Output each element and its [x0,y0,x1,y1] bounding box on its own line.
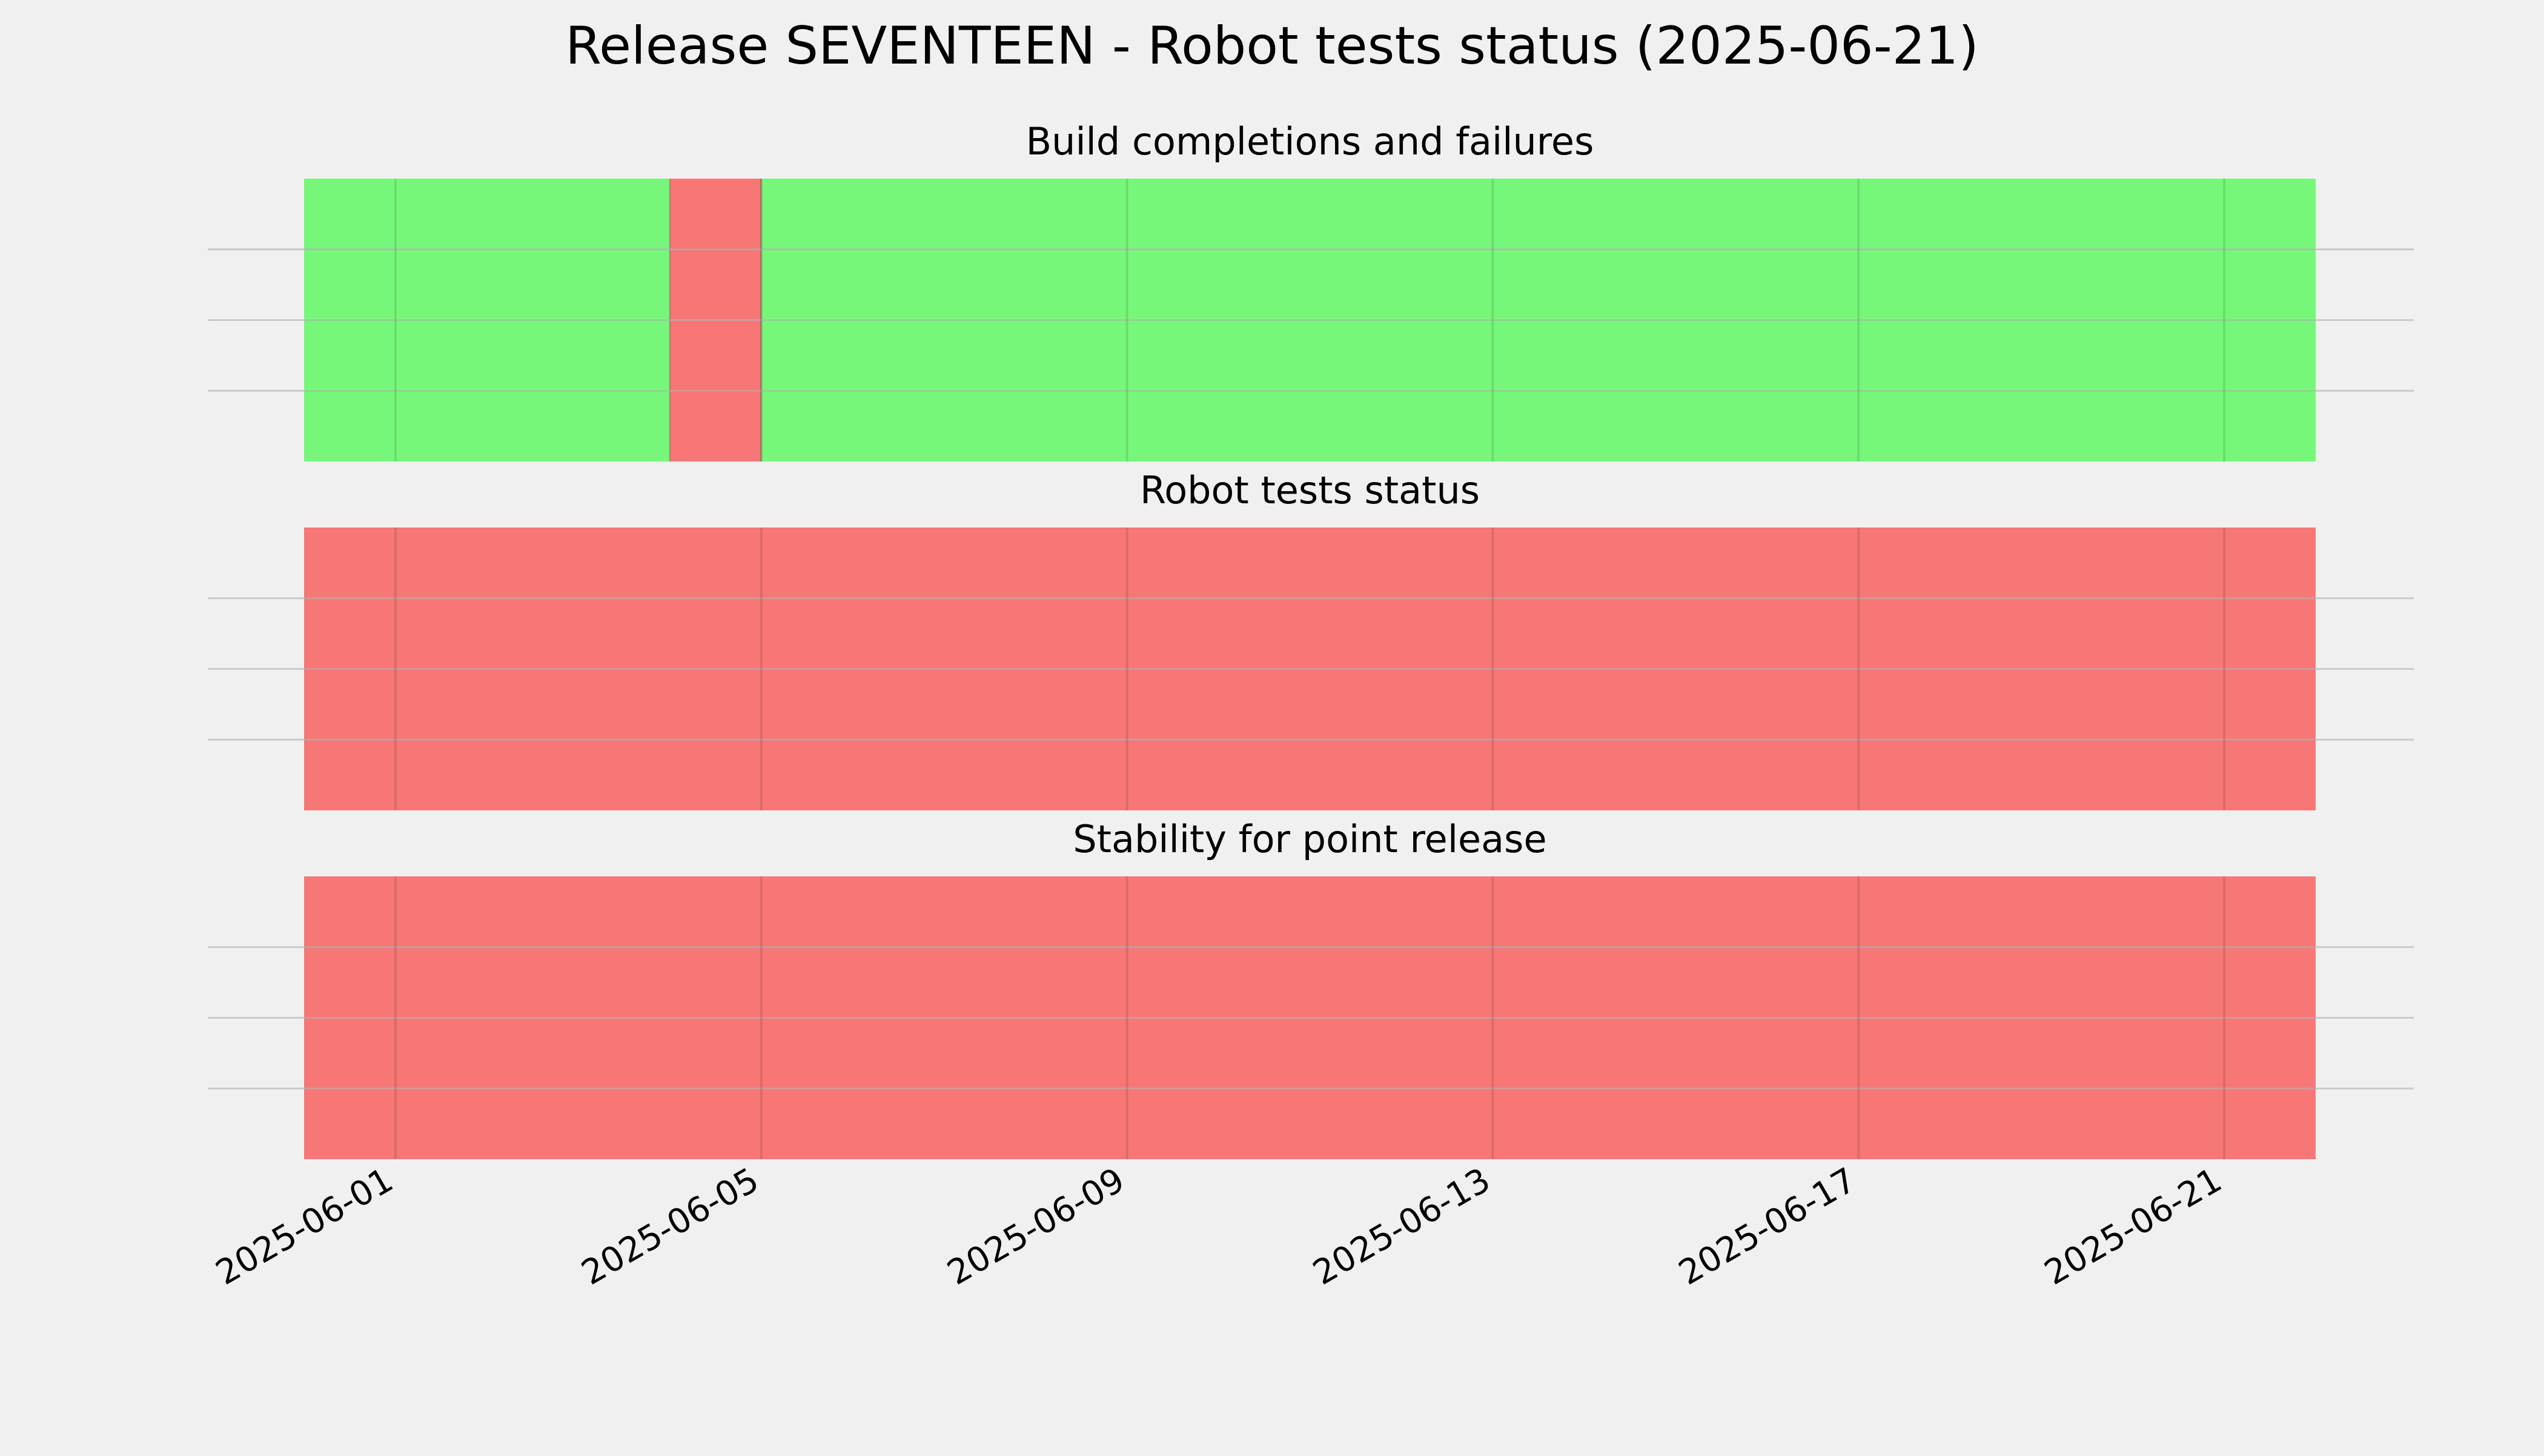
panel-title: Build completions and failures [1026,119,1594,164]
panel-title: Robot tests status [1140,468,1480,512]
panels-layer: Build completions and failures Robot test… [208,119,2414,1159]
chart-title: Release SEVENTEEN - Robot tests status (… [565,16,1979,76]
panel-title: Stability for point release [1073,817,1546,861]
panel: Stability for point release [208,817,2414,1159]
panel: Build completions and failures [208,119,2414,462]
panel: Robot tests status [208,468,2414,810]
